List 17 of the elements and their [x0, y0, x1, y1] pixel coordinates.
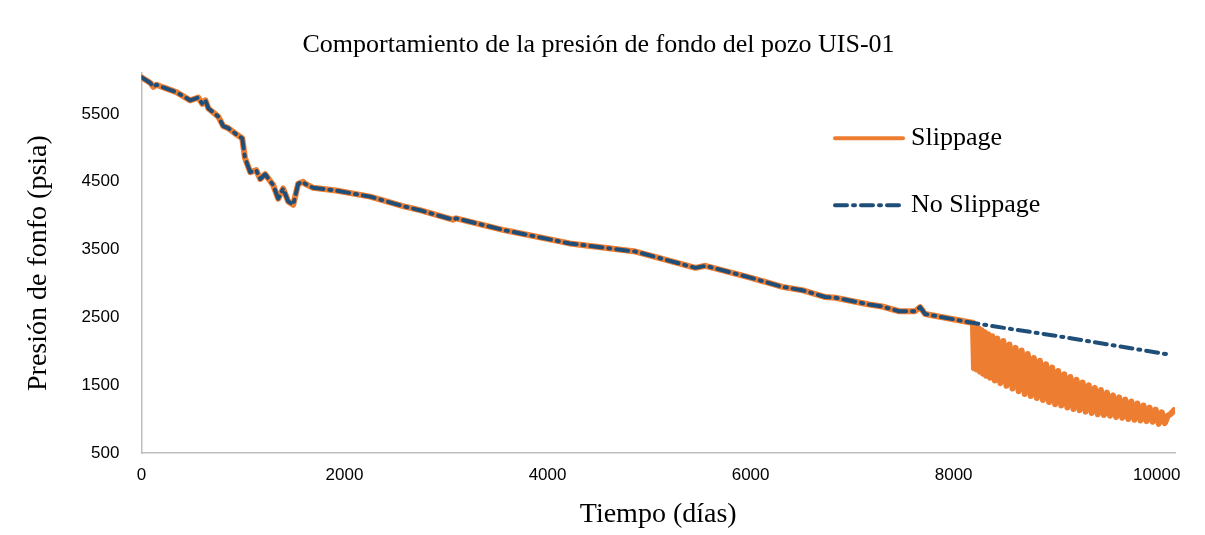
x-tick-label: 2000	[325, 464, 364, 484]
y-axis-title: Presión de fonfo (psia)	[21, 135, 53, 392]
x-tick-label: 0	[136, 464, 147, 484]
y-tick-label: 5500	[81, 103, 120, 123]
y-tick-label: 4500	[81, 171, 120, 191]
chart-title: Comportamiento de la presión de fondo del pozo UIS-01	[302, 29, 895, 59]
y-tick-label: 500	[91, 442, 120, 462]
x-axis-title: Tiempo (días)	[579, 496, 737, 528]
x-tick-label: 8000	[934, 464, 973, 484]
y-tick-label: 3500	[81, 239, 120, 259]
legend-label: Slippage	[911, 122, 1002, 152]
y-tick-label: 1500	[81, 374, 120, 394]
x-tick-label: 6000	[731, 464, 770, 484]
y-tick-label: 2500	[81, 307, 120, 327]
x-tick-label: 10000	[1133, 464, 1181, 484]
x-tick-label: 4000	[528, 464, 567, 484]
legend-label: No Slippage	[911, 189, 1041, 219]
